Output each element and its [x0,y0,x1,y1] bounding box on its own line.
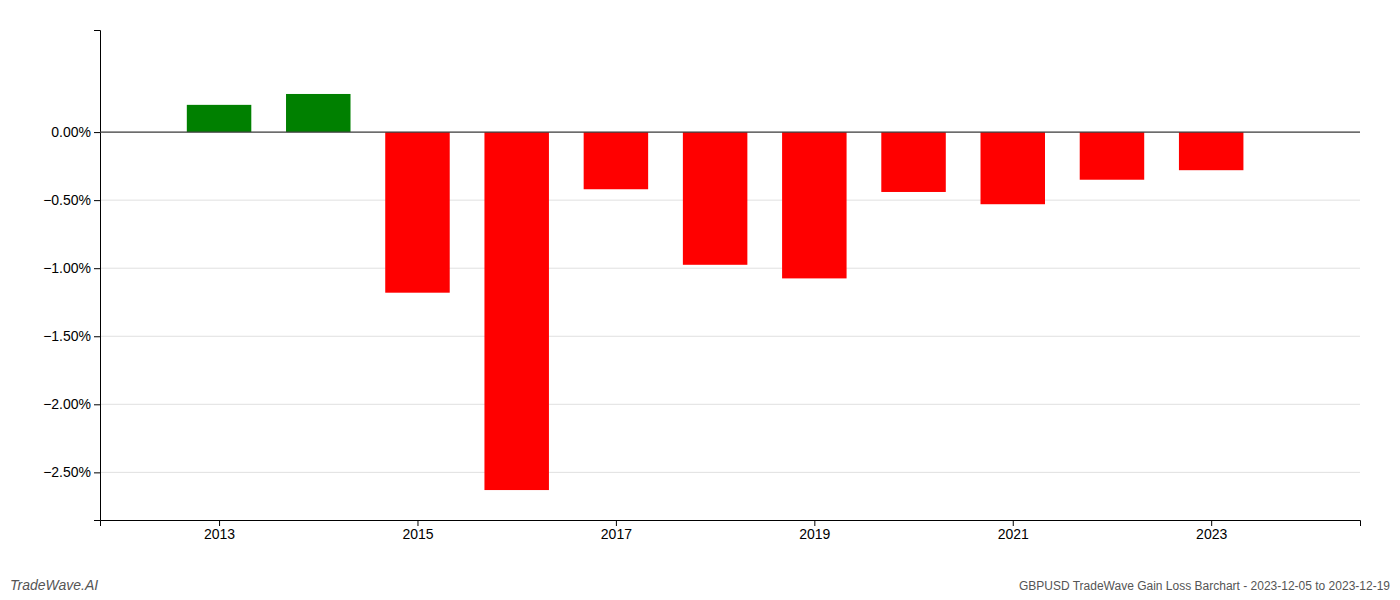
x-axis: 2013 2015 2017 2019 2021 2023 [101,520,1361,542]
y-tick-label: −1.00% [43,260,91,276]
footer-right: GBPUSD TradeWave Gain Loss Barchart - 20… [1019,579,1390,593]
x-tick-label: 2019 [799,526,830,542]
x-tick: 2013 [204,520,235,542]
y-tick: −0.50% [43,192,100,208]
bar [683,132,747,265]
grid-line [100,404,1360,405]
bar [881,132,945,192]
grid-line [100,472,1360,473]
y-tick-label: −1.50% [43,328,91,344]
x-tick: 2021 [998,520,1029,542]
y-tick: −1.50% [43,328,100,344]
bar [1179,132,1243,170]
bar [981,132,1045,204]
y-tick: 0.00% [51,124,100,140]
y-tick: −2.00% [43,396,100,412]
y-tick-label: −0.50% [43,192,91,208]
y-tick-mark [94,404,100,405]
y-axis-line [94,31,101,521]
y-tick-mark [94,132,100,133]
bar [484,132,548,490]
grid-line [100,336,1360,337]
x-axis-line [101,521,1361,527]
footer-left: TradeWave.AI [10,577,98,593]
x-tick-label: 2017 [601,526,632,542]
y-tick-label: −2.00% [43,396,91,412]
bar [782,132,846,278]
grid-line [100,268,1360,269]
x-tick: 2015 [402,520,433,542]
y-tick-label: 0.00% [51,124,91,140]
x-tick-label: 2013 [204,526,235,542]
x-tick: 2019 [799,520,830,542]
x-tick-label: 2015 [402,526,433,542]
y-tick: −2.50% [43,464,100,480]
x-tick: 2023 [1196,520,1227,542]
bar [187,105,251,132]
y-tick-mark [94,268,100,269]
bars [187,94,1244,490]
bar [286,94,350,132]
y-axis: 0.00% −0.50% −1.00% −1.50% −2.00% −2.50% [43,31,100,521]
zero-line [100,131,1360,132]
x-tick: 2017 [601,520,632,542]
y-tick-label: −2.50% [43,464,91,480]
grid-line [100,132,1360,133]
bar [584,132,648,189]
y-tick-mark [94,200,100,201]
y-tick: −1.00% [43,260,100,276]
y-tick-mark [94,336,100,337]
chart: 0.00%−0.50%−1.00%−1.50%−2.00%−2.50%20132… [0,0,1400,600]
x-tick-label: 2023 [1196,526,1227,542]
y-tick-mark [94,472,100,473]
x-tick-label: 2021 [998,526,1029,542]
bar [1080,132,1144,180]
grid [100,132,1360,472]
bar [385,132,449,293]
